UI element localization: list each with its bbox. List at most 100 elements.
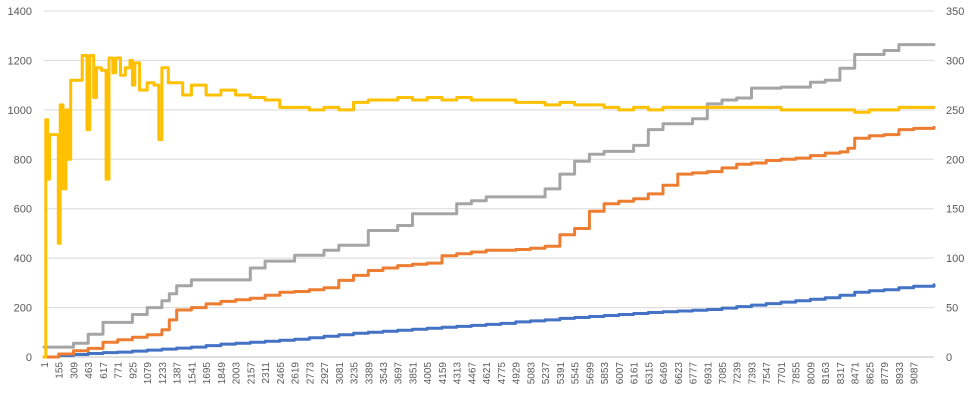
x-tick-label: 8625	[865, 362, 876, 385]
x-tick-label: 463	[84, 362, 95, 379]
x-tick-label: 8163	[821, 362, 832, 385]
x-tick-label: 2003	[232, 362, 243, 385]
x-tick-label: 155	[55, 362, 66, 379]
x-tick-label: 7547	[762, 362, 773, 385]
x-tick: 7085	[718, 362, 729, 385]
x-tick: 7393	[747, 362, 758, 385]
x-tick-label: 6315	[644, 362, 655, 385]
x-tick: 925	[128, 362, 139, 379]
x-tick-label: 8009	[806, 362, 817, 385]
x-tick: 309	[69, 362, 80, 379]
series-line-2	[42, 125, 936, 359]
x-tick: 8471	[851, 362, 862, 385]
x-tick: 6315	[644, 362, 655, 385]
x-tick-label: 1695	[202, 362, 213, 385]
x-tick-label: 3389	[364, 362, 375, 385]
x-tick: 3081	[335, 362, 346, 385]
x-tick: 155	[55, 362, 66, 379]
x-tick-label: 1541	[187, 362, 198, 385]
x-tick-label: 6777	[689, 362, 700, 385]
x-tick-label: 309	[69, 362, 80, 379]
x-tick-label: 4929	[512, 362, 523, 385]
x-tick: 2465	[276, 362, 287, 385]
x-tick-label: 6469	[659, 362, 670, 385]
x-tick-label: 4621	[482, 362, 493, 385]
y-right-tick-label: 50	[946, 303, 958, 315]
x-tick: 6931	[703, 362, 714, 385]
x-tick-label: 2927	[320, 362, 331, 385]
x-tick-label: 7085	[718, 362, 729, 385]
x-tick: 2927	[320, 362, 331, 385]
y-left-tick-label: 1000	[8, 105, 32, 117]
x-tick-label: 9087	[910, 362, 921, 385]
x-tick-label: 2465	[276, 362, 287, 385]
x-tick-label: 2773	[305, 362, 316, 385]
x-tick: 4929	[512, 362, 523, 385]
x-tick-label: 2157	[246, 362, 257, 385]
x-tick: 1387	[173, 362, 184, 385]
x-tick-label: 771	[114, 362, 125, 379]
y-right-tick-label: 150	[946, 204, 964, 216]
x-tick: 5545	[571, 362, 582, 385]
x-tick: 4005	[423, 362, 434, 385]
x-tick: 5853	[600, 362, 611, 385]
x-tick: 5391	[556, 362, 567, 385]
x-tick: 3235	[350, 362, 361, 385]
x-tick-label: 4159	[438, 362, 449, 385]
series-line-1	[42, 283, 936, 359]
left-axis-labels: 0 200 400 600 800 1000 1200 1400	[8, 6, 32, 364]
x-tick-label: 8317	[836, 362, 847, 385]
x-tick: 4313	[453, 362, 464, 385]
x-tick-label: 5545	[571, 362, 582, 385]
x-tick-label: 4313	[453, 362, 464, 385]
x-tick: 771	[114, 362, 125, 379]
x-tick: 1849	[217, 362, 228, 385]
x-tick: 1079	[143, 362, 154, 385]
x-tick: 8317	[836, 362, 847, 385]
x-tick-label: 3543	[379, 362, 390, 385]
x-tick: 6161	[630, 362, 641, 385]
x-tick-label: 5237	[541, 362, 552, 385]
x-tick-label: 3851	[408, 362, 419, 385]
x-tick: 4775	[497, 362, 508, 385]
x-tick: 3697	[394, 362, 405, 385]
x-tick-label: 4775	[497, 362, 508, 385]
x-tick: 5699	[585, 362, 596, 385]
x-tick-label: 7239	[733, 362, 744, 385]
y-right-tick-label: 100	[946, 253, 964, 265]
x-tick: 7547	[762, 362, 773, 385]
x-tick-label: 1387	[173, 362, 184, 385]
x-tick-label: 5699	[585, 362, 596, 385]
x-tick: 617	[99, 362, 110, 379]
x-tick: 8625	[865, 362, 876, 385]
right-axis-labels: 0 50 100 150 200 250 300 350	[946, 6, 964, 364]
x-tick-label: 4467	[467, 362, 478, 385]
x-tick: 6777	[689, 362, 700, 385]
x-tick: 4467	[467, 362, 478, 385]
y-left-tick-label: 1400	[8, 6, 32, 18]
x-tick-label: 2619	[291, 362, 302, 385]
x-tick-label: 8779	[880, 362, 891, 385]
series-line-3	[42, 43, 936, 349]
y-right-tick-label: 200	[946, 154, 964, 166]
x-tick: 8009	[806, 362, 817, 385]
x-tick-label: 1079	[143, 362, 154, 385]
x-tick: 7855	[792, 362, 803, 385]
x-tick: 6623	[674, 362, 685, 385]
y-right-tick-label: 250	[946, 105, 964, 117]
y-left-tick-label: 800	[14, 154, 32, 166]
y-left-tick-label: 400	[14, 253, 32, 265]
x-tick-label: 1	[40, 362, 51, 368]
x-tick: 6007	[615, 362, 626, 385]
x-tick-label: 6007	[615, 362, 626, 385]
x-tick-label: 7855	[792, 362, 803, 385]
x-tick: 2619	[291, 362, 302, 385]
x-tick-label: 1849	[217, 362, 228, 385]
x-tick-label: 925	[128, 362, 139, 379]
x-tick-label: 7393	[747, 362, 758, 385]
x-tick-label: 5853	[600, 362, 611, 385]
x-tick: 3543	[379, 362, 390, 385]
x-tick: 2157	[246, 362, 257, 385]
x-tick: 5237	[541, 362, 552, 385]
